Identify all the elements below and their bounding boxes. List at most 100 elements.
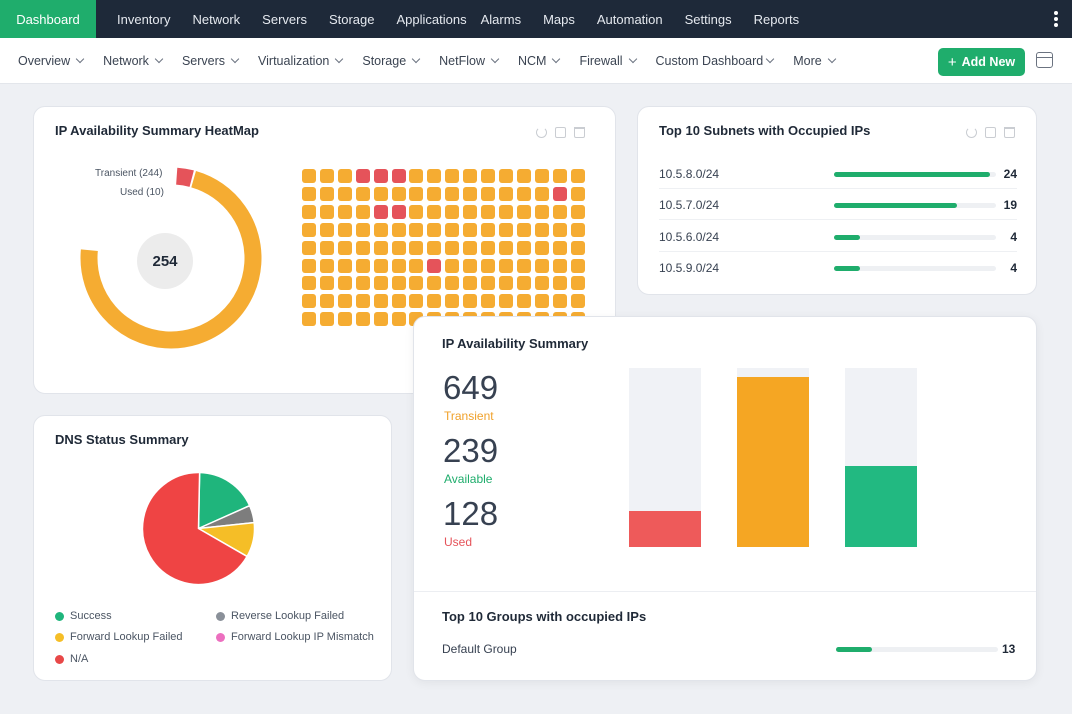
heatmap-cell[interactable] <box>427 186 442 201</box>
heatmap-cell[interactable] <box>445 294 460 309</box>
heatmap-cell[interactable] <box>463 276 478 291</box>
heatmap-cell[interactable] <box>373 204 388 219</box>
heatmap-cell[interactable] <box>570 294 585 309</box>
heatmap-cell[interactable] <box>391 186 406 201</box>
heatmap-cell[interactable] <box>337 204 352 219</box>
heatmap-cell[interactable] <box>427 240 442 255</box>
trash-icon[interactable] <box>1004 127 1015 138</box>
heatmap-cell[interactable] <box>319 222 334 237</box>
heatmap-cell[interactable] <box>570 186 585 201</box>
layout-icon[interactable] <box>1036 52 1053 68</box>
heatmap-cell[interactable] <box>373 258 388 273</box>
heatmap-cell[interactable] <box>463 258 478 273</box>
heatmap-cell[interactable] <box>302 169 316 183</box>
tab-automation[interactable]: Automation <box>596 11 663 27</box>
summary-bar[interactable] <box>737 376 809 547</box>
heatmap-cell[interactable] <box>409 294 424 309</box>
heatmap-cell[interactable] <box>337 240 352 255</box>
refresh-icon[interactable] <box>966 127 977 138</box>
heatmap-cell[interactable] <box>355 204 370 219</box>
heatmap-cell[interactable] <box>445 240 460 255</box>
heatmap-cell[interactable] <box>445 276 460 291</box>
heatmap-cell[interactable] <box>498 186 513 201</box>
heatmap-cell[interactable] <box>337 312 352 327</box>
heatmap-cell[interactable] <box>463 186 478 201</box>
heatmap-cell[interactable] <box>552 294 567 309</box>
heatmap-cell[interactable] <box>302 258 316 273</box>
heatmap-cell[interactable] <box>516 222 531 237</box>
heatmap-cell[interactable] <box>302 240 316 255</box>
heatmap-cell[interactable] <box>391 312 406 327</box>
heatmap-cell[interactable] <box>552 186 567 201</box>
heatmap-cell[interactable] <box>302 276 316 291</box>
heatmap-cell[interactable] <box>481 186 495 201</box>
heatmap-cell[interactable] <box>570 276 585 291</box>
heatmap-cell[interactable] <box>481 204 495 219</box>
heatmap-cell[interactable] <box>302 204 316 219</box>
heatmap-cell[interactable] <box>534 186 549 201</box>
heatmap-cell[interactable] <box>552 204 567 219</box>
heatmap-cell[interactable] <box>552 258 567 273</box>
heatmap-cell[interactable] <box>391 276 406 291</box>
heatmap-cell[interactable] <box>391 169 406 183</box>
tab-reports[interactable]: Reports <box>753 11 800 27</box>
heatmap-cell[interactable] <box>355 169 370 183</box>
heatmap-cell[interactable] <box>534 294 549 309</box>
heatmap-cell[interactable] <box>481 276 495 291</box>
heatmap-cell[interactable] <box>427 222 442 237</box>
heatmap-cell[interactable] <box>427 258 442 273</box>
heatmap-cell[interactable] <box>463 169 478 183</box>
heatmap-cell[interactable] <box>463 294 478 309</box>
heatmap-cell[interactable] <box>337 276 352 291</box>
heatmap-cell[interactable] <box>319 169 334 183</box>
heatmap-cell[interactable] <box>355 258 370 273</box>
pie-slice[interactable] <box>197 471 251 530</box>
heatmap-cell[interactable] <box>373 186 388 201</box>
heatmap-cell[interactable] <box>498 169 513 183</box>
heatmap-cell[interactable] <box>570 258 585 273</box>
subnav-custom-dashboard[interactable]: Custom Dashboard <box>646 54 784 68</box>
heatmap-cell[interactable] <box>373 240 388 255</box>
heatmap-cell[interactable] <box>534 258 549 273</box>
subnet-row[interactable]: 10.5.7.0/24 19 <box>638 189 1036 221</box>
pie-slice[interactable] <box>141 471 249 586</box>
subnav-network[interactable]: Network <box>93 54 172 68</box>
heatmap-cell[interactable] <box>498 276 513 291</box>
heatmap-cell[interactable] <box>337 222 352 237</box>
subnav-servers[interactable]: Servers <box>172 54 248 68</box>
more-options-icon[interactable] <box>1054 11 1058 27</box>
heatmap-cell[interactable] <box>337 294 352 309</box>
heatmap-cell[interactable] <box>391 204 406 219</box>
heatmap-cell[interactable] <box>409 258 424 273</box>
heatmap-cell[interactable] <box>481 294 495 309</box>
summary-bar[interactable] <box>845 466 917 547</box>
refresh-icon[interactable] <box>536 127 547 138</box>
subnav-ncm[interactable]: NCM <box>508 54 569 68</box>
heatmap-cell[interactable] <box>427 294 442 309</box>
heatmap-cell[interactable] <box>373 294 388 309</box>
heatmap-cell[interactable] <box>534 169 549 183</box>
heatmap-cell[interactable] <box>498 258 513 273</box>
heatmap-cell[interactable] <box>373 169 388 183</box>
heatmap-cell[interactable] <box>373 222 388 237</box>
heatmap-cell[interactable] <box>319 294 334 309</box>
heatmap-cell[interactable] <box>409 204 424 219</box>
heatmap-cell[interactable] <box>391 240 406 255</box>
heatmap-cell[interactable] <box>427 204 442 219</box>
tab-servers[interactable]: Servers <box>262 11 307 27</box>
heatmap-cell[interactable] <box>516 169 531 183</box>
heatmap-cell[interactable] <box>516 240 531 255</box>
heatmap-cell[interactable] <box>355 312 370 327</box>
heatmap-cell[interactable] <box>516 258 531 273</box>
heatmap-cell[interactable] <box>445 169 460 183</box>
heatmap-cell[interactable] <box>302 186 316 201</box>
heatmap-cell[interactable] <box>319 258 334 273</box>
tab-applications[interactable]: Applications <box>396 11 467 27</box>
heatmap-cell[interactable] <box>302 294 316 309</box>
subnav-virtualization[interactable]: Virtualization <box>248 54 352 68</box>
heatmap-cell[interactable] <box>516 294 531 309</box>
heatmap-cell[interactable] <box>498 294 513 309</box>
add-new-button[interactable]: + Add New <box>938 48 1025 76</box>
subnav-overview[interactable]: Overview <box>8 54 93 68</box>
copy-icon[interactable] <box>985 127 996 138</box>
